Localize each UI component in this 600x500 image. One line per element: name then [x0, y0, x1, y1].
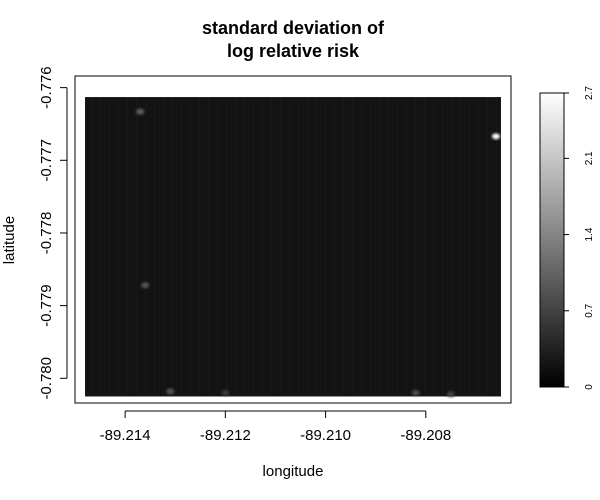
- heatmap-texture-stripe: [208, 97, 210, 397]
- heatmap-texture-stripe: [262, 97, 264, 397]
- x-axis-label: longitude: [263, 463, 324, 480]
- colorbar-tick-label: 2.1: [584, 151, 595, 165]
- heatmap-texture-stripe: [100, 97, 102, 397]
- heatmap-texture-stripe: [343, 97, 345, 397]
- heatmap-texture-stripe: [145, 97, 147, 397]
- heatmap-hotspot: [221, 389, 230, 396]
- heatmap-texture-stripe: [154, 97, 156, 397]
- heatmap-texture-stripe: [235, 97, 237, 397]
- colorbar-tick-label: 0.7: [584, 303, 595, 317]
- heatmap-texture-stripe: [91, 97, 93, 397]
- heatmap-texture-stripe: [334, 97, 336, 397]
- heatmap-hotspot: [491, 133, 500, 140]
- y-axis-label: latitude: [1, 216, 18, 264]
- heatmap-texture-stripe: [244, 97, 246, 397]
- heatmap-texture-stripe: [451, 97, 453, 397]
- heatmap-texture-stripe: [172, 97, 174, 397]
- heatmap-texture-stripe: [442, 97, 444, 397]
- heatmap-texture-stripe: [496, 97, 498, 397]
- heatmap-texture-stripe: [127, 97, 129, 397]
- heatmap-texture-stripe: [109, 97, 111, 397]
- heatmap-texture-stripe: [487, 97, 489, 397]
- heatmap-texture-stripe: [226, 97, 228, 397]
- y-tick-label: -0.780: [38, 357, 55, 400]
- colorbar-tick-label: 2.7: [584, 86, 595, 100]
- heatmap-texture-stripe: [415, 97, 417, 397]
- colorbar-ticks: 0 0.7 1.4 2.1 2.7: [564, 86, 595, 390]
- heatmap-texture-stripe: [163, 97, 165, 397]
- colorbar-tick-label: 0: [584, 384, 595, 390]
- heatmap-texture-stripe: [325, 97, 327, 397]
- heatmap-texture-stripe: [271, 97, 273, 397]
- heatmap-texture: [91, 97, 498, 397]
- x-tick-label: -89.212: [200, 427, 251, 444]
- y-tick-label: -0.779: [38, 284, 55, 327]
- heatmap-texture-stripe: [469, 97, 471, 397]
- heatmap-texture-stripe: [253, 97, 255, 397]
- heatmap-texture-stripe: [298, 97, 300, 397]
- heatmap-hotspot: [411, 389, 420, 396]
- plot-area: [74, 75, 512, 404]
- y-tick-label: -0.776: [38, 66, 55, 109]
- heatmap-texture-stripe: [433, 97, 435, 397]
- heatmap-texture-stripe: [379, 97, 381, 397]
- heatmap-texture-stripe: [190, 97, 192, 397]
- heatmap-raster: [85, 97, 501, 398]
- heatmap-texture-stripe: [361, 97, 363, 397]
- colorbar: 0 0.7 1.4 2.1 2.7: [539, 86, 595, 390]
- x-tick-label: -89.214: [100, 427, 151, 444]
- heatmap-texture-stripe: [460, 97, 462, 397]
- x-tick-label: -89.208: [400, 427, 451, 444]
- x-axis: -89.214 -89.212 -89.210 -89.208: [100, 410, 451, 444]
- chart-title-line-1: standard deviation of: [202, 18, 385, 38]
- heatmap-texture-stripe: [388, 97, 390, 397]
- heatmap-texture-stripe: [307, 97, 309, 397]
- heatmap-texture-stripe: [478, 97, 480, 397]
- heatmap-hotspot: [136, 108, 145, 115]
- heatmap-texture-stripe: [217, 97, 219, 397]
- heatmap-hotspot: [166, 388, 175, 395]
- heatmap-texture-stripe: [397, 97, 399, 397]
- heatmap-background: [85, 97, 501, 397]
- colorbar-tick-label: 1.4: [584, 227, 595, 241]
- y-axis: -0.776 -0.777 -0.778 -0.779 -0.780: [38, 66, 68, 400]
- heatmap-texture-stripe: [370, 97, 372, 397]
- heatmap-texture-stripe: [316, 97, 318, 397]
- heatmap-texture-stripe: [136, 97, 138, 397]
- x-tick-label: -89.210: [300, 427, 351, 444]
- heatmap-texture-stripe: [199, 97, 201, 397]
- colorbar-gradient: [539, 92, 565, 388]
- y-tick-label: -0.778: [38, 212, 55, 255]
- heatmap-texture-stripe: [118, 97, 120, 397]
- heatmap-texture-stripe: [289, 97, 291, 397]
- heatmap-hotspot: [446, 391, 455, 398]
- y-tick-label: -0.777: [38, 139, 55, 182]
- heatmap-texture-stripe: [280, 97, 282, 397]
- heatmap-texture-stripe: [181, 97, 183, 397]
- heatmap-texture-stripe: [406, 97, 408, 397]
- heatmap-texture-stripe: [352, 97, 354, 397]
- chart-title-line-2: log relative risk: [227, 41, 360, 61]
- heatmap-hotspot: [141, 282, 150, 289]
- heatmap-texture-stripe: [424, 97, 426, 397]
